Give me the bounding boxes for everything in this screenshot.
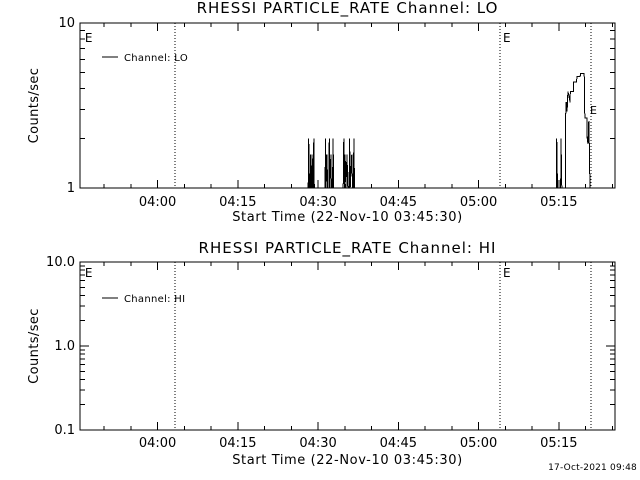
y-tick-label: 1 xyxy=(67,181,75,196)
x-tick-label: 04:15 xyxy=(219,195,256,210)
x-tick-label: 05:00 xyxy=(460,436,497,451)
y-tick-label: 10 xyxy=(58,16,75,31)
y-axis-label: Counts/sec xyxy=(27,308,42,384)
x-tick-label: 04:45 xyxy=(380,195,417,210)
y-axis-label: Counts/sec xyxy=(27,68,42,144)
chart-title: RHESSI PARTICLE_RATE Channel: LO xyxy=(197,0,499,18)
chart-title: RHESSI PARTICLE_RATE Channel: HI xyxy=(199,239,497,258)
legend: Channel: HI xyxy=(102,294,185,305)
event-label: E xyxy=(503,266,511,280)
event-label: E xyxy=(85,31,93,45)
event-label: E xyxy=(503,31,511,45)
y-tick-label: 10.0 xyxy=(46,255,75,270)
render-timestamp: 17-Oct-2021 09:48 xyxy=(548,463,637,473)
x-axis-label: Start Time (22-Nov-10 03:45:30) xyxy=(232,210,463,225)
event-annotation: E xyxy=(590,104,597,117)
chart-panel-2: 04:00 04:15 04:30 04:45 05:00 05:15 0.1 1.0 10.0… xyxy=(27,239,616,468)
x-tick-label: 04:00 xyxy=(139,195,176,210)
x-tick-label: 04:45 xyxy=(380,436,417,451)
event-label: E xyxy=(85,266,93,280)
chart-panel-1: 04:00 04:15 04:30 04:45 05:00 05:15 1 10 RHESSI … xyxy=(27,0,616,225)
legend: Channel: LO xyxy=(102,53,188,64)
data-series xyxy=(307,72,591,189)
x-tick-label: 04:15 xyxy=(219,436,256,451)
legend-label: Channel: LO xyxy=(124,53,188,64)
x-tick-label: 05:15 xyxy=(540,436,577,451)
x-axis-label: Start Time (22-Nov-10 03:45:30) xyxy=(232,453,463,468)
chart-axes xyxy=(79,261,616,431)
y-tick-label: 1.0 xyxy=(54,339,75,354)
x-tick-label: 05:15 xyxy=(540,195,577,210)
x-tick-label: 04:30 xyxy=(299,195,336,210)
legend-label: Channel: HI xyxy=(124,294,185,305)
y-tick-label: 0.1 xyxy=(54,423,75,438)
x-tick-label: 05:00 xyxy=(460,195,497,210)
x-tick-label: 04:30 xyxy=(299,436,336,451)
x-tick-label: 04:00 xyxy=(139,436,176,451)
